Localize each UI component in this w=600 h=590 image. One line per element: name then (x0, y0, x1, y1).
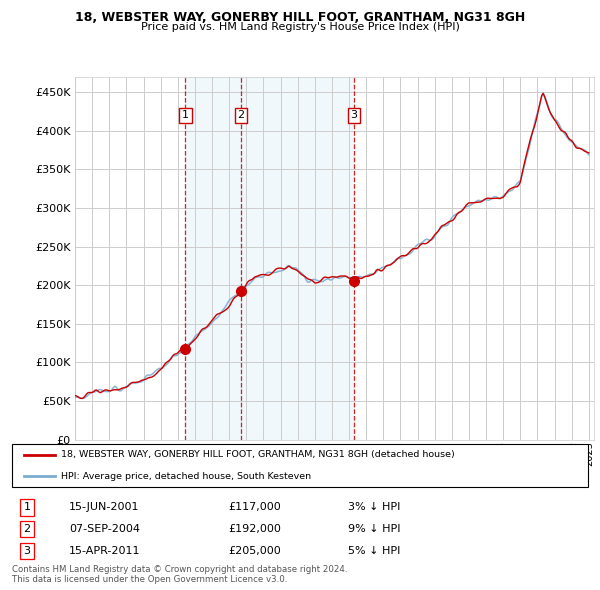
Text: £192,000: £192,000 (228, 525, 281, 534)
FancyBboxPatch shape (12, 444, 588, 487)
Text: 07-SEP-2004: 07-SEP-2004 (69, 525, 140, 534)
Text: HPI: Average price, detached house, South Kesteven: HPI: Average price, detached house, Sout… (61, 471, 311, 481)
Text: 15-JUN-2001: 15-JUN-2001 (69, 503, 139, 512)
Text: This data is licensed under the Open Government Licence v3.0.: This data is licensed under the Open Gov… (12, 575, 287, 584)
Text: 3: 3 (350, 110, 358, 120)
Text: 2: 2 (238, 110, 245, 120)
Text: 3: 3 (23, 546, 31, 556)
Text: 1: 1 (23, 503, 31, 512)
Text: 2: 2 (23, 525, 31, 534)
Text: 15-APR-2011: 15-APR-2011 (69, 546, 140, 556)
Text: 1: 1 (182, 110, 189, 120)
Text: £205,000: £205,000 (228, 546, 281, 556)
Text: Price paid vs. HM Land Registry's House Price Index (HPI): Price paid vs. HM Land Registry's House … (140, 22, 460, 32)
Text: 18, WEBSTER WAY, GONERBY HILL FOOT, GRANTHAM, NG31 8GH (detached house): 18, WEBSTER WAY, GONERBY HILL FOOT, GRAN… (61, 450, 455, 460)
Text: 5% ↓ HPI: 5% ↓ HPI (348, 546, 400, 556)
Text: £117,000: £117,000 (228, 503, 281, 512)
Text: Contains HM Land Registry data © Crown copyright and database right 2024.: Contains HM Land Registry data © Crown c… (12, 565, 347, 574)
Text: 9% ↓ HPI: 9% ↓ HPI (348, 525, 401, 534)
Text: 3% ↓ HPI: 3% ↓ HPI (348, 503, 400, 512)
Bar (241, 77, 354, 440)
Bar (185, 77, 241, 440)
Text: 18, WEBSTER WAY, GONERBY HILL FOOT, GRANTHAM, NG31 8GH: 18, WEBSTER WAY, GONERBY HILL FOOT, GRAN… (75, 11, 525, 24)
